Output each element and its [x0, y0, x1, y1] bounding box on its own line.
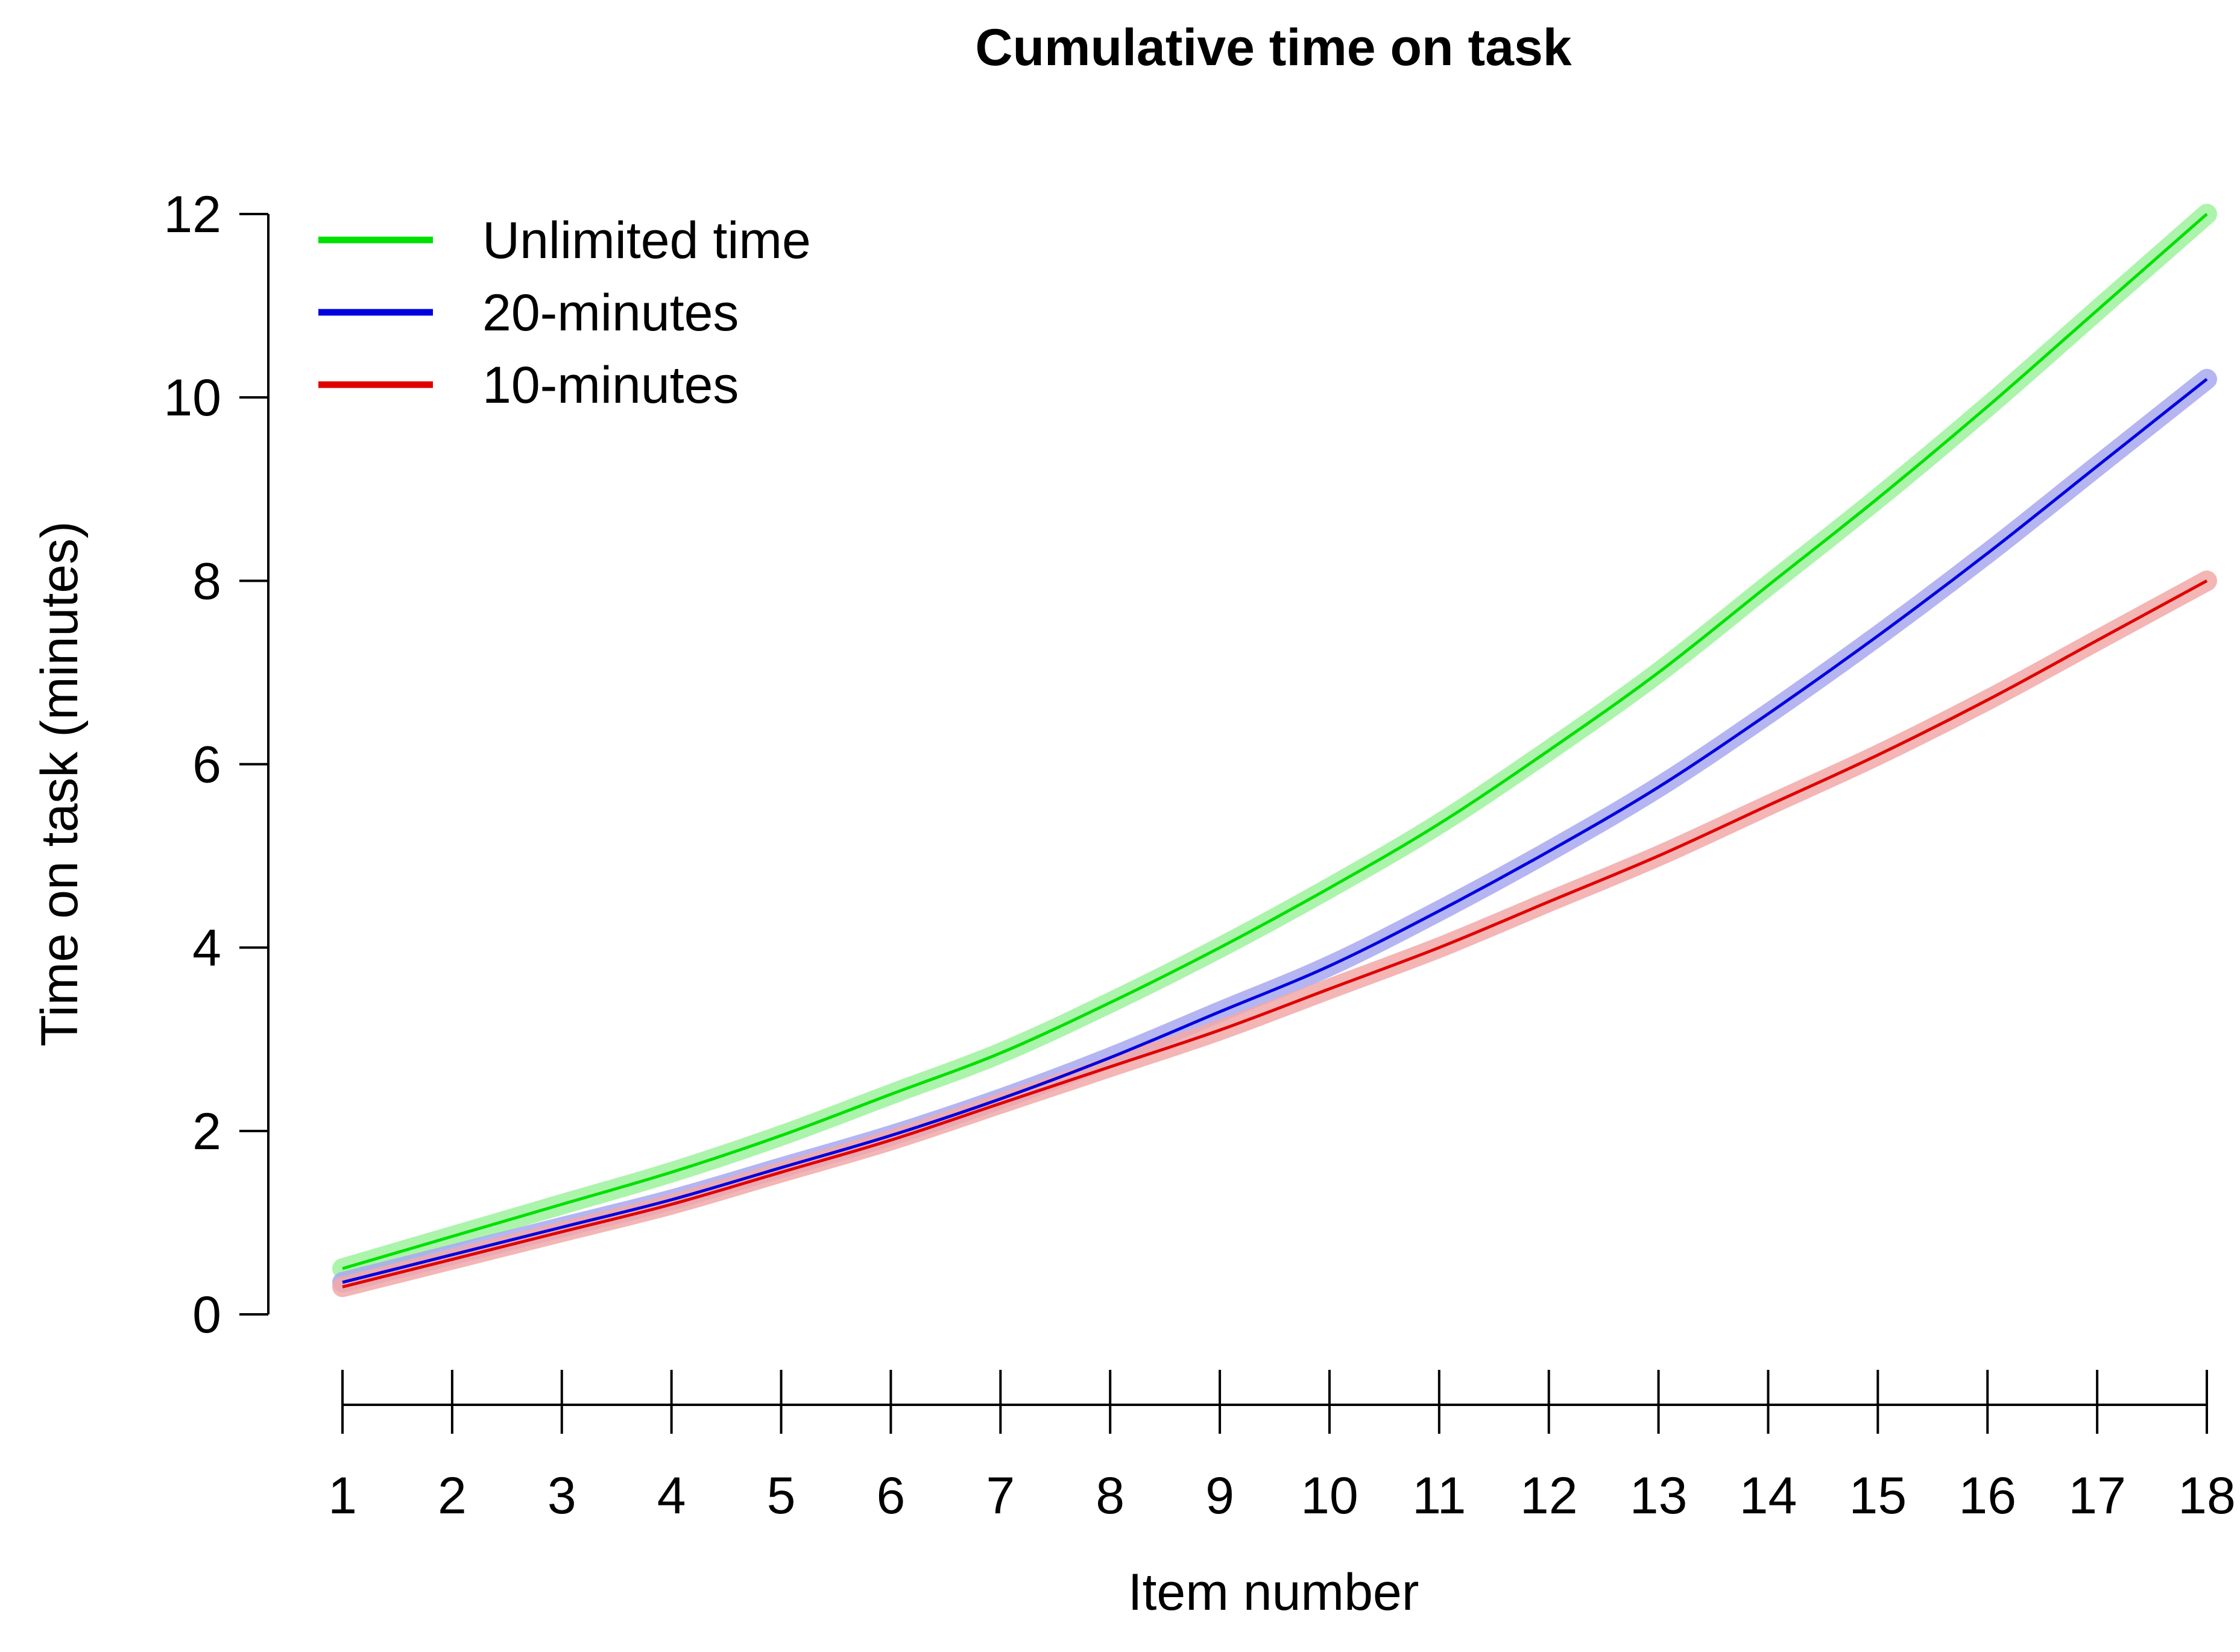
- x-axis-title: Item number: [1128, 1563, 1419, 1621]
- x-tick-label: 18: [2178, 1467, 2236, 1525]
- legend-label-unlimited-time: Unlimited time: [482, 212, 811, 270]
- x-tick-label: 6: [876, 1467, 905, 1525]
- x-tick-label: 11: [1412, 1467, 1466, 1525]
- x-tick-label: 5: [767, 1467, 796, 1525]
- y-axis: 0 2 4 6 8 10 12: [163, 186, 270, 1344]
- y-axis-title: Time on task (minutes): [31, 521, 89, 1046]
- x-tick-label: 15: [1849, 1467, 1907, 1525]
- x-tick-label: 13: [1630, 1467, 1688, 1525]
- series-lines: [342, 213, 2208, 1288]
- x-tick-label: 7: [986, 1467, 1015, 1525]
- x-tick-label: 1: [328, 1467, 357, 1525]
- x-tick-label: 3: [547, 1467, 576, 1525]
- y-tick-label: 12: [163, 186, 221, 244]
- y-tick-label: 0: [192, 1286, 221, 1344]
- legend-label-20-minutes: 20-minutes: [482, 284, 739, 342]
- line-20-minutes: [342, 377, 2208, 1284]
- y-tick-label: 8: [192, 552, 221, 610]
- band-20-minutes: [332, 368, 2217, 1293]
- x-tick-label: 14: [1740, 1467, 1797, 1525]
- x-tick-label: 9: [1205, 1467, 1234, 1525]
- y-tick-label: 6: [192, 736, 221, 794]
- x-tick-label: 4: [657, 1467, 686, 1525]
- x-tick-label: 10: [1301, 1467, 1358, 1525]
- legend-label-10-minutes: 10-minutes: [482, 356, 739, 414]
- line-unlimited-time: [342, 213, 2208, 1270]
- x-axis: 1 2 3 4 5 6 7 8 9 10 11 12 13 14 15 16 17 18: [328, 1370, 2236, 1525]
- x-tick-label: 2: [438, 1467, 467, 1525]
- line-10-minutes: [342, 579, 2208, 1288]
- y-tick-label: 10: [163, 369, 221, 427]
- x-tick-label: 16: [1958, 1467, 2016, 1525]
- y-tick-label: 2: [192, 1103, 221, 1161]
- x-tick-label: 17: [2068, 1467, 2126, 1525]
- legend: Unlimited time 20-minutes 10-minutes: [318, 212, 811, 414]
- chart-title: Cumulative time on task: [975, 19, 1571, 77]
- y-tick-label: 4: [192, 919, 221, 977]
- x-tick-label: 8: [1096, 1467, 1125, 1525]
- x-tick-label: 12: [1520, 1467, 1578, 1525]
